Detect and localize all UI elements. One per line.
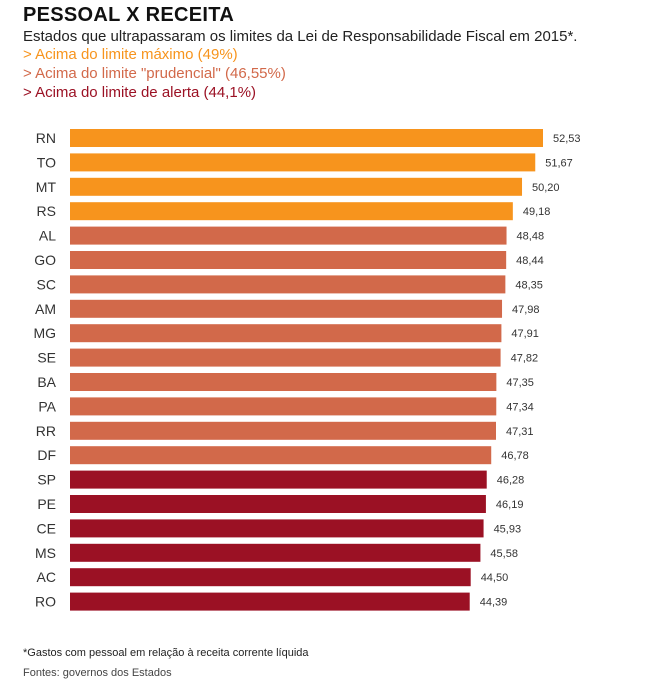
bar-label-al: AL: [39, 228, 56, 244]
bar-mt: [70, 177, 523, 196]
bar-label-df: DF: [37, 447, 56, 463]
bar-value-ms: 45,58: [490, 548, 518, 560]
bar-am: [70, 299, 503, 318]
bar-df: [70, 446, 492, 465]
bar-label-ac: AC: [37, 569, 56, 585]
bar-value-to: 51,67: [545, 157, 573, 169]
bar-value-rr: 47,31: [506, 426, 534, 438]
bar-value-ac: 44,50: [481, 572, 509, 584]
bar-chart: RN 52,53 TO 51,67 MT 50,20 RS 49,18 AL 48,48 GO 48,…: [33, 129, 581, 611]
bar-ro: [70, 592, 470, 611]
bar-value-pa: 47,34: [506, 401, 534, 413]
bar-label-ms: MS: [35, 545, 56, 561]
bar-label-to: TO: [37, 154, 56, 170]
legend-prudential-limit: > Acima do limite "prudencial" (46,55%): [23, 65, 286, 82]
bar-sp: [70, 470, 487, 489]
chart-subtitle: Estados que ultrapassaram os limites da …: [23, 28, 578, 45]
bar-label-mt: MT: [36, 179, 57, 195]
bar-value-mg: 47,91: [511, 328, 539, 340]
bar-label-ro: RO: [35, 594, 56, 610]
bar-label-rr: RR: [36, 423, 56, 439]
bar-value-df: 46,78: [501, 450, 529, 462]
bar-label-sp: SP: [37, 472, 56, 488]
bar-label-mg: MG: [33, 325, 56, 341]
bar-pe: [70, 495, 486, 513]
bar-rn: [70, 129, 543, 147]
bar-ac: [70, 568, 471, 587]
bar-value-mt: 50,20: [532, 182, 560, 194]
bar-label-ba: BA: [37, 374, 56, 390]
bar-label-se: SE: [37, 350, 56, 366]
bar-value-am: 47,98: [512, 304, 540, 316]
bar-value-pe: 46,19: [496, 499, 524, 511]
bar-label-pe: PE: [37, 496, 56, 512]
bar-label-sc: SC: [37, 276, 56, 292]
bar-value-go: 48,44: [516, 255, 544, 267]
bar-se: [70, 348, 501, 367]
bar-label-ce: CE: [37, 520, 56, 536]
bar-to: [70, 153, 536, 172]
bar-al: [70, 226, 507, 245]
legend-alert-limit: > Acima do limite de alerta (44,1%): [23, 84, 257, 101]
bar-value-ce: 45,93: [494, 523, 522, 535]
bar-value-ro: 44,39: [480, 597, 508, 609]
bar-label-pa: PA: [38, 398, 56, 414]
bar-value-rs: 49,18: [523, 206, 551, 218]
bar-label-go: GO: [34, 252, 56, 268]
bar-label-rs: RS: [37, 203, 56, 219]
bar-ms: [70, 543, 481, 562]
bar-rr: [70, 421, 496, 440]
bar-ce: [70, 519, 484, 538]
bar-go: [70, 251, 507, 269]
bar-sc: [70, 275, 506, 294]
bar-ba: [70, 373, 497, 391]
bar-value-rn: 52,53: [553, 133, 581, 145]
bar-value-al: 48,48: [517, 231, 545, 243]
bar-pa: [70, 397, 497, 416]
source-note: Fontes: governos dos Estados: [23, 667, 172, 679]
footnote: *Gastos com pessoal em relação à receita…: [23, 647, 309, 659]
bar-value-ba: 47,35: [506, 377, 534, 389]
bar-rs: [70, 202, 513, 221]
bar-label-rn: RN: [36, 130, 56, 146]
bar-label-am: AM: [35, 301, 56, 317]
bar-mg: [70, 324, 502, 343]
legend-max-limit: > Acima do limite máximo (49%): [23, 46, 238, 63]
bar-value-sp: 46,28: [497, 475, 525, 487]
bar-value-se: 47,82: [511, 353, 539, 365]
bar-value-sc: 48,35: [515, 279, 543, 291]
chart-title: PESSOAL X RECEITA: [23, 4, 235, 26]
